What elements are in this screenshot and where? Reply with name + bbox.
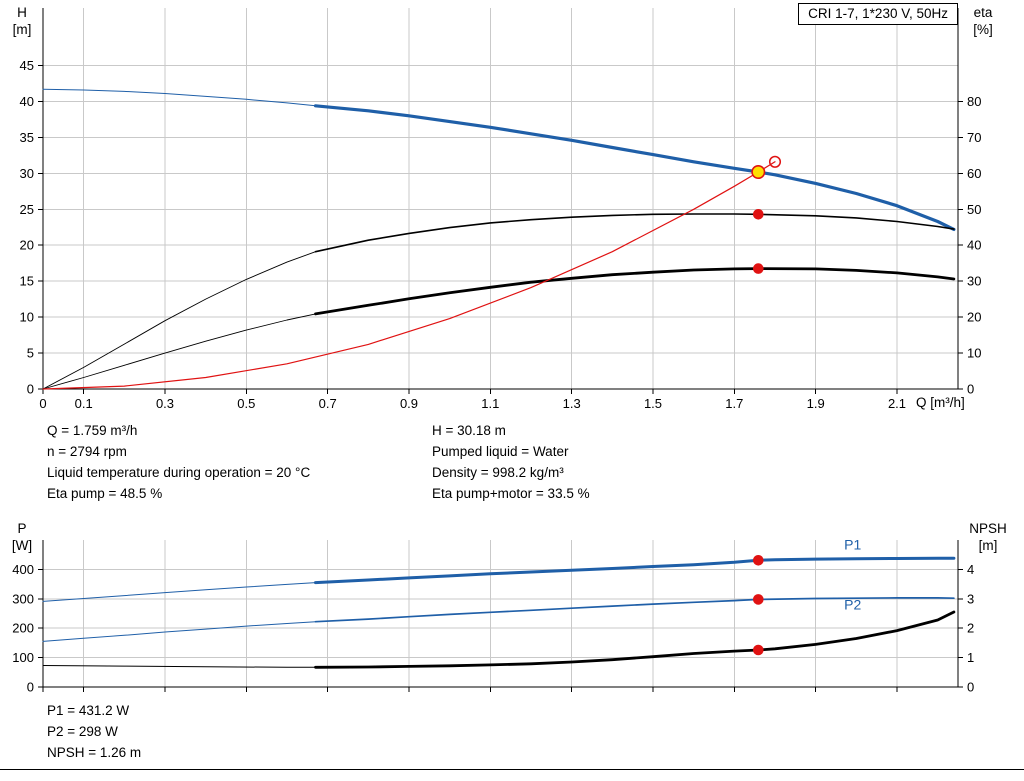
y-left-tick-label: 45 bbox=[20, 58, 34, 73]
eta-axis-unit: [%] bbox=[973, 22, 993, 37]
y-left-tick-label: 30 bbox=[20, 166, 34, 181]
y-left-tick-label: 400 bbox=[12, 562, 34, 577]
footer-divider bbox=[0, 769, 1024, 770]
series-npsh-curve bbox=[42, 610, 956, 669]
y-left-tick-label: 10 bbox=[20, 310, 34, 325]
power-info: P1 = 431.2 W P2 = 298 W NPSH = 1.26 m bbox=[47, 700, 141, 763]
info-p1: P1 = 431.2 W bbox=[47, 703, 130, 718]
y-right-tick-label: 3 bbox=[967, 591, 974, 606]
y-left-tick-label: 5 bbox=[27, 346, 34, 361]
x-tick-label: 0.5 bbox=[237, 396, 255, 411]
y-right-tick-label: 80 bbox=[967, 94, 981, 109]
performance-chart: 0 0.1 0.3 0.5 0.7 0.9 1.1 1.3 1.5 1.7 1.9 2.1 0 5 10 15… bbox=[20, 8, 982, 411]
x-tick-label: 1.5 bbox=[644, 396, 662, 411]
npsh-axis-title: NPSH [m] bbox=[956, 520, 1020, 554]
point-marker bbox=[753, 263, 764, 274]
y-right-tick-label: 1 bbox=[967, 650, 974, 665]
series-eta-pump-motor bbox=[42, 267, 956, 390]
eta-axis-label: eta bbox=[973, 5, 993, 20]
duty-info-right: H = 30.18 m Pumped liquid = Water Densit… bbox=[432, 420, 590, 504]
info-eta-pump-motor: Eta pump+motor = 33.5 % bbox=[432, 486, 590, 501]
curve-label-P2: P2 bbox=[844, 596, 861, 612]
open-point-marker bbox=[768, 155, 782, 168]
power-axis-label: P bbox=[17, 521, 27, 536]
y-right-tick-label: 30 bbox=[967, 274, 981, 289]
x-tick-label: 1.1 bbox=[481, 396, 499, 411]
head-axis-label: H bbox=[17, 5, 27, 20]
flow-axis-title: Q [m³/h] bbox=[916, 395, 965, 410]
x-tick-label: 0.3 bbox=[156, 396, 174, 411]
head-axis-title: H [m] bbox=[2, 4, 42, 38]
axes bbox=[38, 8, 963, 394]
y-left-tick-label: 15 bbox=[20, 274, 34, 289]
tick-labels: 0 0.1 0.3 0.5 0.7 0.9 1.1 1.3 1.5 1.7 1.9 2.1 0 5 10 15… bbox=[20, 58, 982, 411]
series-eta-pump bbox=[42, 213, 955, 390]
info-density: Density = 998.2 kg/m³ bbox=[432, 465, 564, 480]
y-right-tick-label: 0 bbox=[967, 680, 974, 695]
duty-point-marker bbox=[751, 165, 766, 180]
duty-info-left: Q = 1.759 m³/h n = 2794 rpm Liquid tempe… bbox=[47, 420, 310, 504]
info-pumped-liquid: Pumped liquid = Water bbox=[432, 444, 569, 459]
y-left-tick-label: 200 bbox=[12, 621, 34, 636]
npsh-axis-unit: [m] bbox=[978, 538, 998, 553]
y-right-tick-label: 40 bbox=[967, 238, 981, 253]
y-right-tick-label: 60 bbox=[967, 166, 981, 181]
point-marker bbox=[753, 209, 764, 220]
x-tick-label: 0.9 bbox=[400, 396, 418, 411]
point-marker bbox=[753, 644, 764, 656]
y-right-tick-label: 2 bbox=[967, 621, 974, 636]
info-eta-pump: Eta pump = 48.5 % bbox=[47, 486, 163, 501]
info-p2: P2 = 298 W bbox=[47, 724, 118, 739]
y-right-tick-label: 50 bbox=[967, 202, 981, 217]
tick-labels: 0 100 200 300 400 0 1 2 3 4 bbox=[12, 562, 974, 695]
eta-axis-title: eta [%] bbox=[960, 4, 1006, 38]
power-axis-title: P [W] bbox=[2, 520, 42, 554]
y-right-tick-label: 20 bbox=[967, 310, 981, 325]
y-left-tick-label: 20 bbox=[20, 238, 34, 253]
y-right-tick-label: 4 bbox=[967, 562, 974, 577]
power-axis-unit: [W] bbox=[11, 538, 33, 553]
x-tick-label: 1.9 bbox=[807, 396, 825, 411]
x-tick-label: 0 bbox=[39, 396, 46, 411]
x-tick-label: 1.7 bbox=[725, 396, 743, 411]
grid bbox=[43, 8, 958, 389]
curve-label-P1: P1 bbox=[844, 536, 861, 552]
y-left-tick-label: 40 bbox=[20, 94, 34, 109]
info-head: H = 30.18 m bbox=[432, 423, 506, 438]
pump-title-box: CRI 1-7, 1*230 V, 50Hz bbox=[798, 3, 958, 25]
point-marker bbox=[753, 555, 764, 566]
series-p1-curve bbox=[42, 556, 956, 602]
y-left-tick-label: 300 bbox=[12, 591, 34, 606]
x-tick-label: 0.1 bbox=[75, 396, 93, 411]
npsh-axis-label: NPSH bbox=[969, 521, 1007, 536]
y-left-tick-label: 35 bbox=[20, 130, 34, 145]
y-right-tick-label: 10 bbox=[967, 346, 981, 361]
series-head-curve bbox=[42, 88, 956, 231]
x-tick-label: 2.1 bbox=[888, 396, 906, 411]
x-tick-label: 0.7 bbox=[319, 396, 337, 411]
point-marker bbox=[753, 594, 764, 605]
y-left-tick-label: 0 bbox=[27, 680, 34, 695]
head-axis-unit: [m] bbox=[12, 22, 32, 37]
power-npsh-chart: 0 100 200 300 400 0 1 2 3 4 P1 P2 bbox=[12, 536, 974, 695]
series-p2-curve bbox=[42, 597, 955, 642]
y-left-tick-label: 100 bbox=[12, 650, 34, 665]
axes bbox=[38, 540, 963, 692]
series-system-curve bbox=[42, 161, 776, 390]
y-left-tick-label: 25 bbox=[20, 202, 34, 217]
info-speed: n = 2794 rpm bbox=[47, 444, 127, 459]
info-flow: Q = 1.759 m³/h bbox=[47, 423, 138, 438]
y-right-tick-label: 0 bbox=[967, 382, 974, 397]
x-tick-label: 1.3 bbox=[563, 396, 581, 411]
y-left-tick-label: 0 bbox=[27, 382, 34, 397]
y-right-tick-label: 70 bbox=[967, 130, 981, 145]
info-npsh: NPSH = 1.26 m bbox=[47, 745, 142, 760]
info-liquid-temperature: Liquid temperature during operation = 20… bbox=[47, 465, 311, 480]
